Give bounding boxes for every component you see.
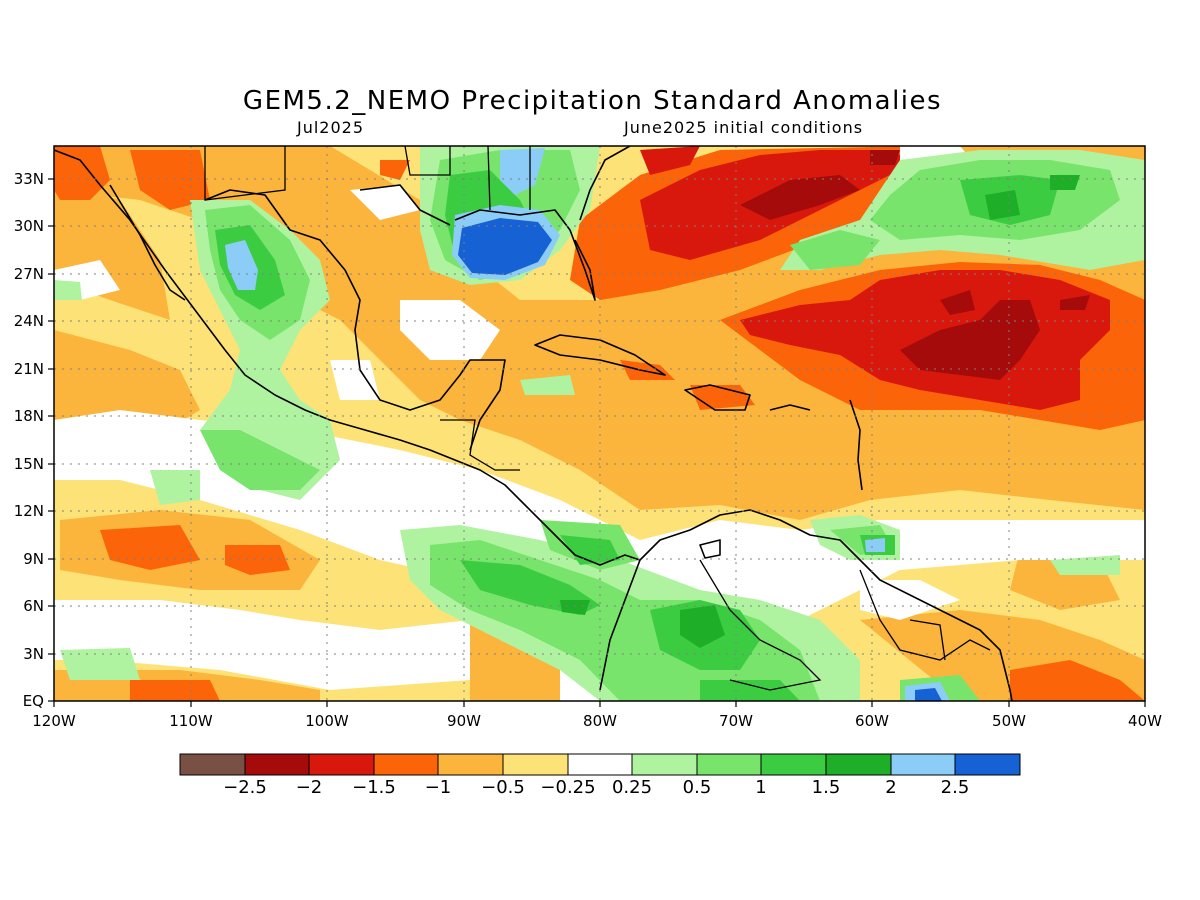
lat-label: 15N [14, 455, 44, 473]
colorbar-swatch [567, 753, 633, 776]
colorbar-swatch [308, 753, 375, 776]
colorbar: −2.5 −2 −1.5 −1 −0.5 −0.25 0.25 0.5 1 1.… [179, 753, 1021, 798]
colorbar-swatch [954, 753, 1021, 776]
colorbar-swatch [437, 753, 504, 776]
lon-label: 100W [305, 712, 349, 730]
lon-label: 120W [32, 712, 76, 730]
lon-label: 50W [992, 712, 1026, 730]
initial-conditions-label: June2025 initial conditions [624, 118, 864, 137]
lat-label: EQ [23, 692, 44, 710]
lon-label: 80W [583, 712, 617, 730]
lat-label: 27N [14, 265, 44, 283]
lat-label: 18N [14, 407, 44, 425]
forecast-month: Jul2025 [297, 118, 365, 137]
colorbar-swatch [179, 753, 246, 776]
lat-label: 6N [23, 597, 44, 615]
colorbar-swatch [760, 753, 827, 776]
colorbar-swatch [631, 753, 698, 776]
colorbar-swatch [825, 753, 892, 776]
lat-label: 9N [23, 550, 44, 568]
lon-label: 110W [169, 712, 213, 730]
lat-label: 24N [14, 312, 44, 330]
lon-label: 40W [1128, 712, 1162, 730]
latitude-labels: EQ 3N 6N 9N 12N 15N 18N 21N 24N 27N 30N … [14, 170, 44, 710]
longitude-labels: 120W 110W 100W 90W 80W 70W 60W 50W 40W [32, 712, 1162, 730]
lat-label: 21N [14, 360, 44, 378]
lat-label: 12N [14, 502, 44, 520]
map-title: GEM5.2_NEMO Precipitation Standard Anoma… [242, 86, 943, 116]
colorbar-swatch [373, 753, 439, 776]
anomaly-level-plus-2-5 [458, 218, 942, 701]
colorbar-swatch [244, 753, 310, 776]
lat-label: 3N [23, 645, 44, 663]
lon-label: 60W [855, 712, 889, 730]
colorbar-label: −0.5 [481, 777, 525, 798]
lat-label: 30N [14, 217, 44, 235]
colorbar-label: 1 [755, 777, 766, 798]
lat-lon-grid [54, 146, 1145, 701]
colorbar-label: 1.5 [812, 777, 841, 798]
colorbar-label: 0.25 [612, 777, 652, 798]
colorbar-swatch [890, 753, 956, 776]
colorbar-label: −0.25 [540, 777, 595, 798]
colorbar-label: 2.5 [941, 777, 970, 798]
colorbar-label: −1.5 [352, 777, 396, 798]
anomaly-level-plus-1-5 [560, 175, 1080, 648]
colorbar-swatch [502, 753, 569, 776]
colorbar-label: 2 [885, 777, 896, 798]
coastlines [54, 146, 1013, 701]
lon-label: 90W [447, 712, 481, 730]
colorbar-swatch [696, 753, 762, 776]
country-borders [204, 146, 991, 691]
colorbar-label: −1 [425, 777, 452, 798]
axis-ticks [48, 178, 1146, 707]
colorbar-label: 0.5 [683, 777, 712, 798]
anomaly-field [54, 146, 1145, 701]
anomaly-level-minus-2 [740, 150, 1090, 380]
lon-label: 70W [719, 712, 753, 730]
colorbar-label: −2.5 [223, 777, 267, 798]
lat-label: 33N [14, 170, 44, 188]
colorbar-label: −2 [296, 777, 323, 798]
